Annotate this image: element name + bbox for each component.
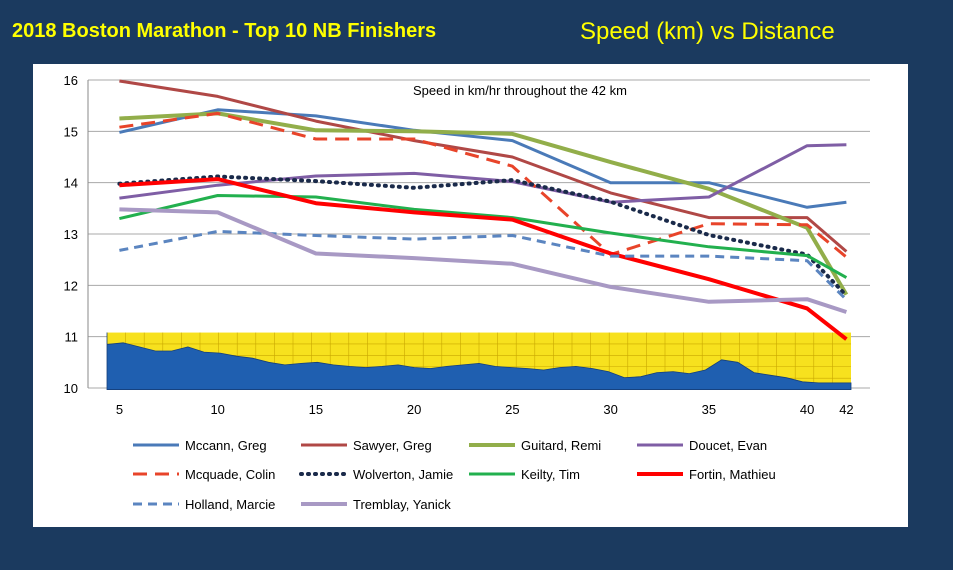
legend-label: Keilty, Tim	[521, 467, 580, 482]
series-line-2	[119, 79, 848, 253]
axes: 10 11 12 13 14 15 16 5 10 15 20 25 30 35 40 42	[64, 73, 854, 417]
legend: Mccann, Greg Sawyer, Greg Guitard, Remi Dou…	[133, 438, 776, 512]
chart-panel: 10 11 12 13 14 15 16 5 10 15 20 25 30 35 40 42 Speed in…	[33, 64, 908, 527]
series-line-5	[119, 111, 848, 259]
chart-title: 2018 Boston Marathon - Top 10 NB Finishe…	[12, 20, 437, 42]
legend-label: Doucet, Evan	[689, 438, 767, 453]
elevation-area	[106, 332, 852, 390]
elevation-profile	[106, 332, 852, 390]
legend-label: Tremblay, Yanick	[353, 497, 451, 512]
legend-label: Mcquade, Colin	[185, 467, 275, 482]
y-tick-label: 15	[64, 124, 78, 139]
series-line-6	[117, 174, 849, 298]
legend-label: Guitard, Remi	[521, 438, 601, 453]
x-tick-label: 15	[309, 402, 323, 417]
y-tick-label: 11	[65, 330, 79, 345]
line-chart: 10 11 12 13 14 15 16 5 10 15 20 25 30 35 40 42 Speed in…	[64, 73, 870, 512]
y-tick-label: 14	[64, 176, 78, 191]
y-tick-label: 12	[64, 278, 78, 293]
x-tick-label: 5	[116, 402, 123, 417]
x-tick-label: 30	[603, 402, 617, 417]
series-lines	[117, 79, 849, 341]
x-tick-label: 40	[800, 402, 814, 417]
legend-label: Mccann, Greg	[185, 438, 267, 453]
series-line-10	[119, 207, 848, 314]
y-tick-label: 13	[64, 227, 78, 242]
series-line-9	[119, 229, 848, 301]
series-line-1	[119, 108, 847, 209]
y-tick-label: 16	[64, 73, 78, 88]
chart-annotation: Speed in km/hr throughout the 42 km	[413, 83, 627, 98]
series-line-8	[119, 177, 848, 341]
x-tick-label: 20	[407, 402, 421, 417]
legend-label: Wolverton, Jamie	[353, 467, 453, 482]
y-tick-label: 10	[64, 381, 78, 396]
chart-subtitle: Speed (km) vs Distance	[580, 18, 835, 45]
series-line-3	[119, 111, 849, 296]
x-tick-label: 10	[210, 402, 224, 417]
legend-label: Holland, Marcie	[185, 497, 275, 512]
legend-label: Fortin, Mathieu	[689, 467, 776, 482]
x-tick-label: 42	[839, 402, 853, 417]
legend-label: Sawyer, Greg	[353, 438, 432, 453]
x-tick-label: 35	[702, 402, 716, 417]
x-tick-label: 25	[505, 402, 519, 417]
